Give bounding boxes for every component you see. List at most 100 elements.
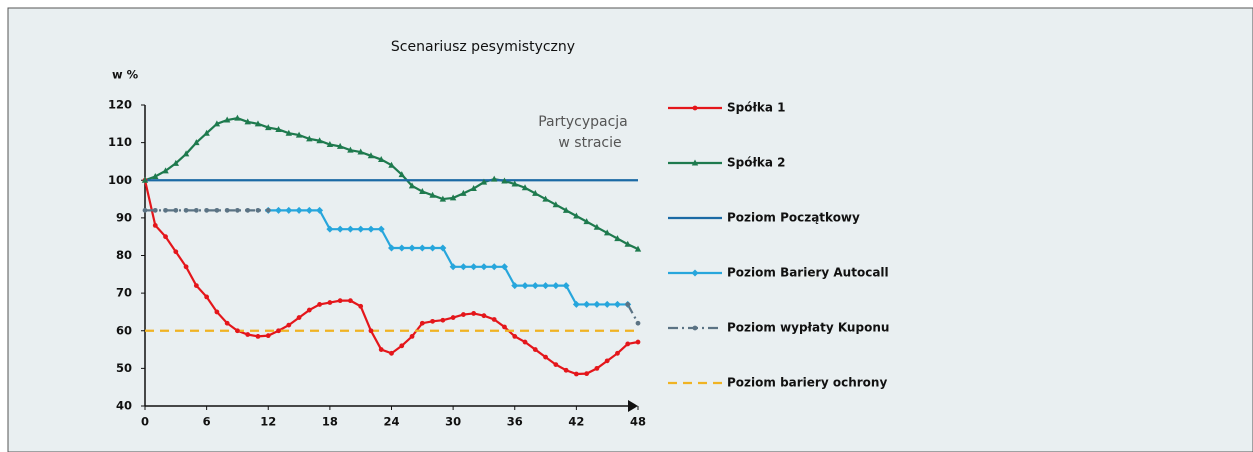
- data-point: [193, 283, 199, 288]
- data-point: [572, 300, 580, 308]
- data-point: [511, 180, 518, 187]
- data-point: [625, 302, 631, 307]
- data-point: [204, 207, 210, 213]
- y-tick-label: 100: [108, 173, 132, 187]
- x-tick-label: 12: [260, 415, 276, 429]
- data-point: [635, 320, 641, 326]
- data-point: [286, 322, 292, 328]
- data-point: [378, 156, 385, 163]
- data-point: [183, 207, 189, 213]
- x-axis-arrow: [628, 400, 638, 412]
- data-point: [543, 354, 548, 360]
- data-point: [255, 333, 261, 339]
- data-point: [183, 264, 189, 270]
- data-point: [614, 235, 621, 242]
- y-tick-label: 50: [116, 361, 132, 375]
- data-point: [173, 249, 179, 255]
- data-point: [471, 311, 477, 316]
- legend-label: Spółka 1: [727, 101, 786, 115]
- data-point: [235, 207, 240, 213]
- y-tick-label: 40: [116, 399, 132, 413]
- data-point: [408, 182, 416, 189]
- data-point: [594, 365, 600, 371]
- data-point: [275, 206, 283, 214]
- data-point: [439, 244, 447, 252]
- data-point: [593, 300, 601, 308]
- y-tick-label: 90: [116, 210, 132, 224]
- data-point: [583, 300, 591, 308]
- data-point: [625, 341, 631, 347]
- data-point: [603, 229, 611, 236]
- data-point: [388, 161, 395, 168]
- data-point: [348, 298, 353, 304]
- data-point: [389, 350, 394, 356]
- data-point: [491, 175, 498, 182]
- data-point: [490, 263, 498, 271]
- data-point: [635, 339, 641, 345]
- annotation: w stracie: [558, 135, 621, 151]
- data-point: [429, 244, 437, 252]
- data-point: [346, 225, 354, 233]
- data-point: [418, 244, 426, 252]
- data-point: [162, 167, 169, 174]
- data-point: [553, 362, 559, 368]
- data-point: [419, 320, 425, 326]
- x-tick-label: 0: [141, 415, 149, 429]
- y-tick-label: 120: [108, 98, 132, 112]
- data-point: [501, 177, 508, 184]
- data-point: [634, 245, 642, 252]
- data-point: [367, 152, 375, 159]
- data-point: [224, 320, 230, 326]
- data-point: [316, 206, 324, 214]
- chart-title: Scenariusz pesymistyczny: [391, 39, 575, 55]
- data-point: [439, 195, 447, 202]
- data-point: [296, 315, 302, 320]
- x-tick-label: 42: [568, 415, 584, 429]
- data-point: [152, 223, 158, 228]
- data-point: [521, 184, 529, 191]
- data-point: [481, 313, 487, 319]
- data-point: [398, 171, 405, 178]
- data-point: [388, 244, 395, 252]
- data-point: [203, 129, 210, 136]
- data-point: [358, 303, 364, 309]
- y-tick-label: 80: [116, 248, 132, 262]
- data-point: [419, 188, 426, 195]
- data-point: [276, 328, 281, 334]
- data-point: [305, 206, 313, 214]
- data-point: [593, 223, 601, 230]
- data-point: [316, 137, 323, 144]
- legend-label: Spółka 2: [727, 156, 786, 170]
- data-point: [327, 300, 333, 305]
- data-point: [460, 189, 467, 196]
- legend-label: Poziom wypłaty Kuponu: [727, 321, 889, 335]
- data-point: [449, 263, 457, 271]
- data-point: [491, 317, 497, 322]
- data-point: [573, 371, 579, 377]
- x-tick-label: 48: [630, 415, 646, 429]
- x-tick-label: 24: [383, 415, 399, 429]
- data-point: [542, 282, 550, 290]
- data-point: [234, 114, 241, 121]
- data-point: [522, 339, 528, 345]
- data-point: [285, 206, 293, 214]
- data-point: [511, 282, 519, 290]
- data-point: [377, 225, 385, 233]
- data-point: [204, 294, 210, 300]
- data-point: [502, 324, 507, 330]
- data-point: [275, 125, 282, 132]
- legend-marker: [692, 325, 698, 331]
- data-point: [532, 189, 539, 196]
- x-tick-label: 30: [445, 415, 461, 429]
- data-point: [163, 207, 168, 213]
- data-point: [408, 244, 416, 252]
- data-point: [357, 148, 364, 155]
- legend-marker: [691, 269, 699, 277]
- series-line: [268, 209, 628, 306]
- data-point: [552, 201, 560, 208]
- data-point: [378, 347, 384, 352]
- data-point: [173, 207, 179, 213]
- y-tick-label: 70: [116, 286, 132, 300]
- data-point: [163, 234, 168, 240]
